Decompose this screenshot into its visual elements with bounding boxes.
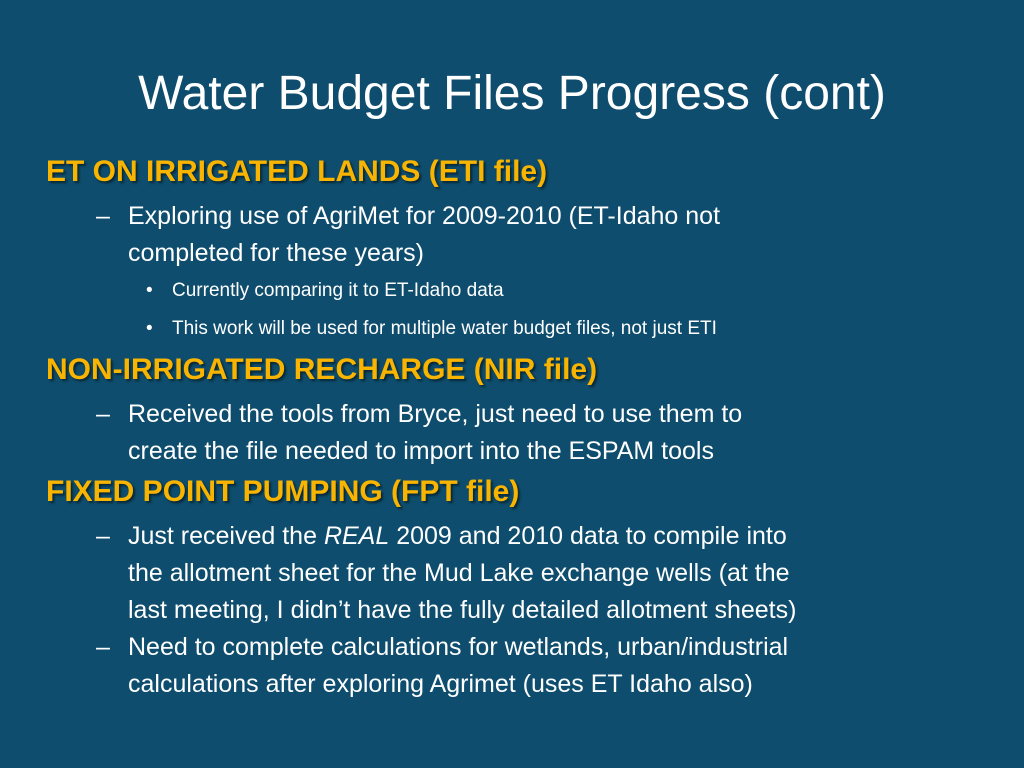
section-fpt: FIXED POINT PUMPING (FPT file) – Just re… [46,470,996,703]
section-nir: NON-IRRIGATED RECHARGE (NIR file) – Rece… [46,348,996,470]
list-item-text: Exploring use of AgriMet for 2009-2010 (… [128,202,721,230]
slide-content: ET ON IRRIGATED LANDS (ETI file) – Explo… [46,150,996,703]
dash-bullet: – [96,633,110,661]
sub-list-item-multiple-files: • This work will be used for multiple wa… [46,310,996,348]
list-item-text-prefix: Just received the [128,522,324,550]
list-item-text-continued: the allotment sheet for the Mud Lake exc… [128,559,790,587]
list-item-text: Need to complete calculations for wetlan… [128,633,789,661]
list-item-text-emphasis: REAL [323,522,390,550]
list-item-text-continued: last meeting, I didn’t have the fully de… [128,596,797,624]
list-item-calculations: – Need to complete calculations for wetl… [46,629,996,703]
list-item-text: Received the tools from Bryce, just need… [128,400,743,428]
dot-bullet: • [146,318,153,339]
slide-title: Water Budget Files Progress (cont) [138,67,886,120]
dash-bullet: – [96,400,110,428]
dot-bullet: • [146,280,153,301]
dash-bullet: – [96,202,110,230]
list-item-agrimet: – Exploring use of AgriMet for 2009-2010… [46,198,996,272]
list-item-text-continued: create the file needed to import into th… [128,437,714,465]
section-heading-fpt: FIXED POINT PUMPING (FPT file) [46,475,520,508]
section-eti: ET ON IRRIGATED LANDS (ETI file) – Explo… [46,150,996,348]
section-heading-nir: NON-IRRIGATED RECHARGE (NIR file) [46,353,598,386]
sub-list-item-text: This work will be used for multiple wate… [172,318,717,339]
sub-list-item-comparing: • Currently comparing it to ET-Idaho dat… [46,272,996,310]
list-item-tools: – Received the tools from Bryce, just ne… [46,396,996,470]
section-heading-eti: ET ON IRRIGATED LANDS (ETI file) [46,155,548,188]
list-item-text-continued: completed for these years) [128,239,424,267]
dash-bullet: – [96,522,110,550]
list-item-text-suffix: 2009 and 2010 data to compile into [389,522,787,550]
sub-list-item-text: Currently comparing it to ET-Idaho data [172,280,504,301]
list-item-text-continued: calculations after exploring Agrimet (us… [128,670,753,698]
list-item-real-data: – Just received the REAL 2009 and 2010 d… [46,518,996,629]
